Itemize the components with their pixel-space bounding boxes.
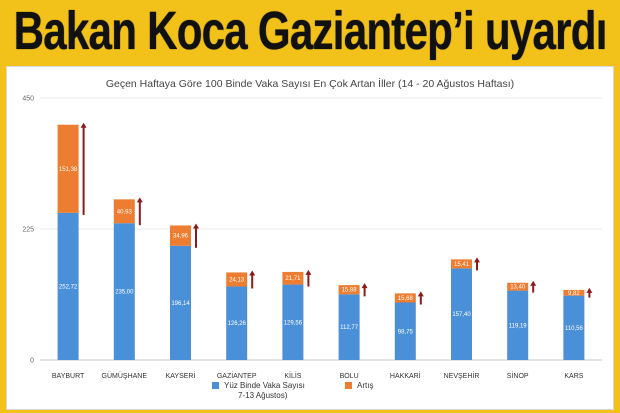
chart-labels: 0 225 450 252,72 151,38 BAYBURT 235,00 40,93 GÜM… bbox=[22, 96, 583, 381]
bar-base-value-label-7: 157,40 bbox=[452, 312, 471, 318]
increase-arrow-head-0 bbox=[80, 122, 87, 128]
increase-arrow-head-7 bbox=[474, 257, 480, 263]
increase-arrow-head-8 bbox=[530, 280, 537, 286]
bar-increase-6 bbox=[394, 293, 416, 303]
x-category-label-6: HAKKARİ bbox=[390, 371, 421, 380]
increase-arrow-head-1 bbox=[136, 197, 143, 203]
bar-increase-value-label-7: 15,41 bbox=[454, 262, 470, 268]
bar-base-8 bbox=[507, 290, 529, 360]
bar-base-2 bbox=[170, 245, 191, 360]
increase-arrow-head-6 bbox=[417, 291, 424, 297]
bar-increase-value-label-6: 15,68 bbox=[398, 296, 414, 302]
y-tick-label-0: 0 bbox=[30, 358, 34, 365]
bar-increase-value-label-0: 151,38 bbox=[59, 167, 78, 173]
bar-increase-0 bbox=[57, 124, 79, 213]
chart-panel: Geçen Haftaya Göre 100 Binde Vaka Sayısı… bbox=[6, 66, 614, 410]
bar-increase-value-label-1: 40,93 bbox=[117, 209, 133, 215]
y-tick-label-225: 225 bbox=[22, 227, 34, 234]
bar-increase-8 bbox=[507, 282, 529, 291]
bar-increase-value-label-8: 13,40 bbox=[510, 285, 526, 291]
x-category-label-5: BOLU bbox=[340, 373, 359, 380]
x-category-label-8: SİNOP bbox=[507, 371, 529, 380]
bar-increase-9 bbox=[563, 289, 585, 296]
x-category-label-2: KAYSERİ bbox=[166, 371, 196, 380]
legend-swatch-increase bbox=[345, 382, 352, 389]
increase-arrow-head-3 bbox=[249, 270, 256, 276]
bar-increase-4 bbox=[282, 271, 304, 285]
bar-increase-7 bbox=[451, 259, 472, 269]
bar-chart: Geçen Haftaya Göre 100 Binde Vaka Sayısı… bbox=[22, 77, 602, 400]
legend-label-increase: Artış bbox=[357, 381, 373, 390]
increase-arrow-head-4 bbox=[305, 269, 312, 275]
legend-label-base-line1: Yüz Binde Vaka Sayısı bbox=[224, 381, 305, 390]
chart-title: Geçen Haftaya Göre 100 Binde Vaka Sayısı… bbox=[106, 77, 514, 90]
headline-title: Bakan Koca Gaziantep’i uyardı bbox=[13, 1, 608, 61]
bar-base-value-label-4: 129,56 bbox=[284, 320, 303, 326]
bar-base-0 bbox=[57, 212, 79, 360]
x-category-label-0: BAYBURT bbox=[52, 373, 85, 380]
bar-base-value-label-0: 252,72 bbox=[59, 284, 78, 290]
x-category-label-4: KİLİS bbox=[284, 371, 301, 380]
bar-base-6 bbox=[394, 302, 416, 360]
bar-base-3 bbox=[226, 286, 248, 360]
bar-base-5 bbox=[338, 294, 360, 360]
bar-increase-value-label-3: 24,13 bbox=[229, 277, 245, 283]
bar-base-value-label-2: 196,14 bbox=[171, 301, 190, 307]
x-category-label-9: KARS bbox=[564, 373, 583, 380]
bar-increase-3 bbox=[226, 272, 248, 287]
chart-bars bbox=[57, 124, 585, 360]
headline-banner: Bakan Koca Gaziantep’i uyardı bbox=[0, 0, 620, 62]
chart-arrows bbox=[80, 122, 593, 305]
legend-label-base-line2: 7-13 Ağustos) bbox=[238, 391, 288, 400]
bar-base-1 bbox=[113, 223, 135, 360]
bar-base-4 bbox=[282, 284, 304, 360]
increase-arrow-head-9 bbox=[586, 287, 593, 293]
bar-base-value-label-6: 98,75 bbox=[398, 329, 414, 335]
bar-increase-value-label-5: 15,88 bbox=[342, 288, 358, 294]
increase-arrow-head-2 bbox=[193, 223, 199, 229]
y-tick-label-450: 450 bbox=[22, 96, 34, 103]
bar-increase-5 bbox=[338, 285, 360, 295]
bar-base-value-label-3: 126,26 bbox=[228, 321, 247, 327]
bar-base-value-label-8: 119,19 bbox=[509, 323, 528, 329]
bar-base-value-label-5: 112,77 bbox=[340, 325, 359, 331]
x-category-label-3: GAZİANTEP bbox=[217, 371, 257, 380]
bar-increase-value-label-4: 21,71 bbox=[285, 276, 301, 282]
legend-swatch-base bbox=[212, 382, 219, 389]
x-category-label-1: GÜMÜŞHANE bbox=[102, 372, 148, 380]
bar-base-7 bbox=[451, 268, 472, 360]
increase-arrow-head-5 bbox=[361, 283, 368, 289]
bar-increase-2 bbox=[170, 225, 191, 246]
bar-base-9 bbox=[563, 295, 585, 360]
bar-increase-1 bbox=[113, 199, 135, 224]
bar-increase-value-label-2: 34,96 bbox=[173, 234, 189, 240]
bar-base-value-label-9: 110,56 bbox=[565, 326, 584, 332]
bar-increase-value-label-9: 9,82 bbox=[568, 291, 580, 297]
x-category-label-7: NEVŞEHİR bbox=[444, 371, 480, 380]
bar-base-value-label-1: 235,00 bbox=[115, 290, 134, 296]
